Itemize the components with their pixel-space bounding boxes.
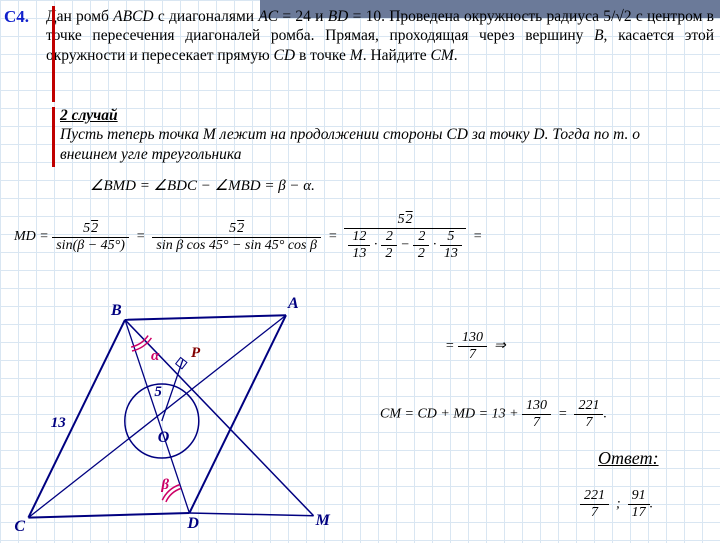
frac-2: 52 sin β cos 45° − sin 45° cos β (152, 221, 321, 254)
vertex-d: D (187, 515, 199, 533)
frac-3: 52 1213 · 22 − 22 · 513 (344, 212, 465, 262)
red-margin-bar-2 (52, 107, 55, 167)
cm-eq-text: CM = CD + MD = 13 + (380, 407, 519, 422)
center-o: O (158, 429, 170, 447)
point-m: M (316, 512, 330, 530)
answer-values: 2217 ; 9117. (580, 488, 653, 521)
point-p: P (191, 345, 200, 362)
eq-130-over-7: = 1307 ⇒ (445, 330, 506, 363)
vertex-b: B (111, 302, 122, 320)
answer-label: Ответ: (598, 448, 659, 469)
case-title: 2 случай (60, 107, 118, 124)
label-13: 13 (51, 415, 66, 432)
label-beta: β (161, 477, 169, 494)
problem-statement: Дан ромб ABCD с диагоналями AC = 24 и BD… (46, 7, 714, 65)
md-lhs: MD = (14, 229, 49, 244)
vertex-a: A (288, 295, 299, 313)
case-text: Пусть теперь точка M лежит на продолжени… (60, 126, 640, 162)
diagram: A B C D M O P 13 5 α β (10, 306, 340, 538)
label-5: 5 (154, 384, 162, 401)
angle-equation: ∠BMD = ∠BDC − ∠MBD = β − α. (90, 176, 315, 195)
problem-number: C4. (4, 7, 29, 27)
case-block: 2 случай Пусть теперь точка M лежит на п… (60, 106, 660, 164)
red-margin-bar-1 (52, 6, 55, 102)
frac-1: 52 sin(β − 45°) (52, 221, 129, 254)
cm-equation: CM = CD + MD = 13 + 1307 = 2217. (380, 398, 607, 431)
label-alpha: α (151, 348, 159, 365)
vertex-c: C (14, 518, 25, 536)
md-equation: MD = 52 sin(β − 45°) = 52 sin β cos 45° … (14, 212, 482, 262)
